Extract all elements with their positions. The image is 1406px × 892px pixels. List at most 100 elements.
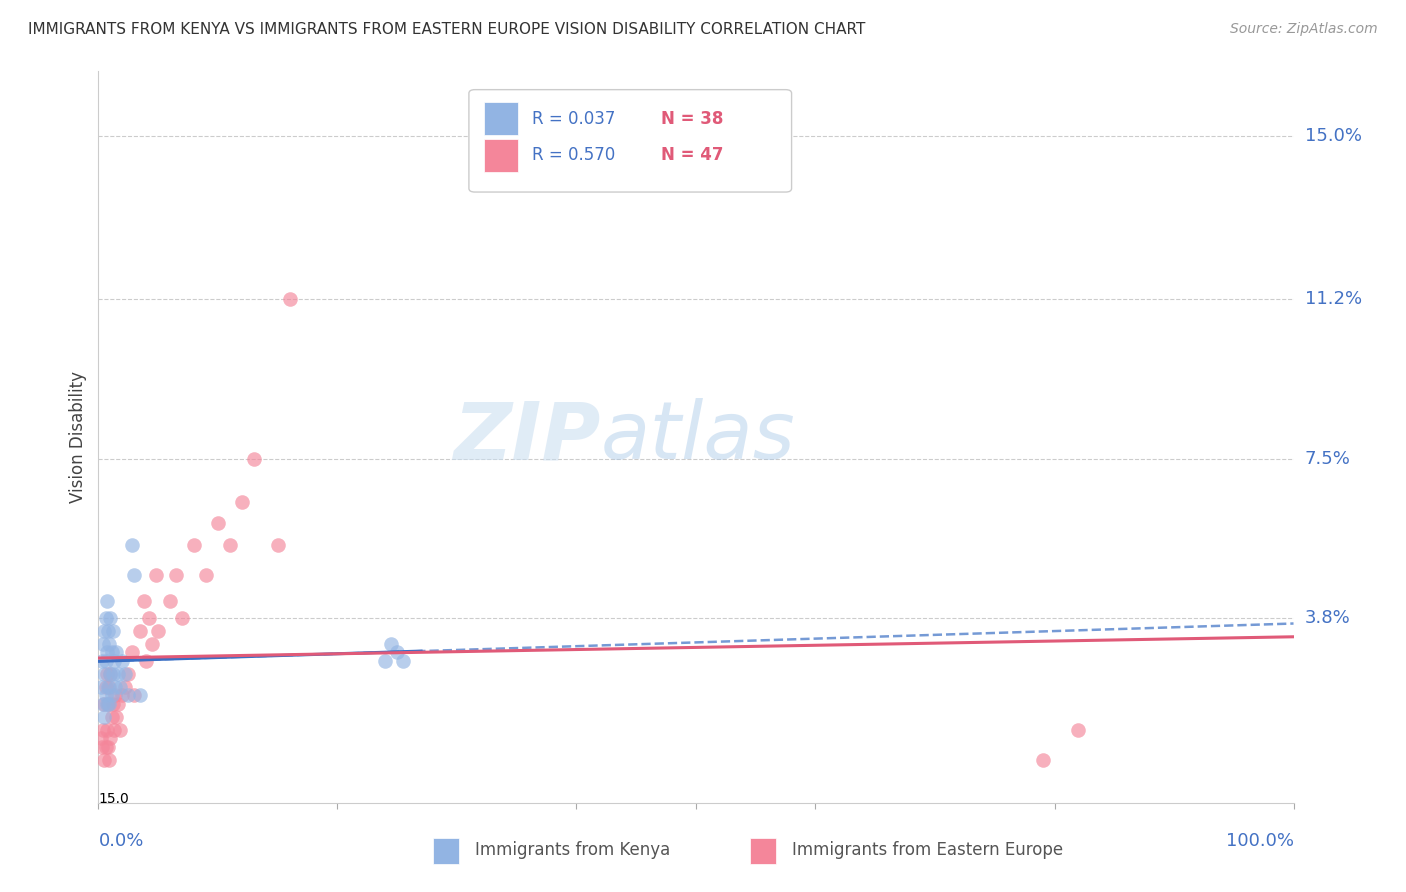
Text: 15.0: 15.0 [98, 792, 129, 805]
Point [98, 611, 122, 625]
Text: IMMIGRANTS FROM KENYA VS IMMIGRANTS FROM EASTERN EUROPE VISION DISABILITY CORREL: IMMIGRANTS FROM KENYA VS IMMIGRANTS FROM… [28, 22, 866, 37]
Point [124, 688, 146, 702]
Point [111, 688, 134, 702]
Point [98, 753, 121, 767]
Point [117, 688, 139, 702]
Point [100, 645, 122, 659]
Point [148, 624, 170, 638]
Point [108, 723, 131, 737]
Point [103, 654, 125, 668]
Point [97, 697, 120, 711]
Text: Immigrants from Kenya: Immigrants from Kenya [475, 841, 671, 859]
Point [183, 538, 205, 552]
Bar [749, 838, 776, 863]
Point [135, 654, 157, 668]
Point [114, 666, 136, 681]
Text: R = 0.570: R = 0.570 [533, 146, 616, 164]
Point [96, 593, 118, 607]
Point [101, 697, 124, 711]
Point [98, 731, 122, 746]
Point [132, 593, 155, 607]
Point [165, 567, 187, 582]
Text: 0.0%: 0.0% [98, 832, 143, 850]
Point [1032, 753, 1054, 767]
Point [138, 611, 160, 625]
Point [114, 680, 136, 694]
Point [91, 723, 114, 737]
Point [195, 567, 218, 582]
Point [98, 697, 121, 711]
Point [101, 624, 124, 638]
Point [91, 697, 114, 711]
Point [243, 451, 266, 466]
Point [1067, 723, 1090, 737]
Point [93, 624, 115, 638]
Text: 100.0%: 100.0% [1226, 832, 1294, 850]
Point [121, 645, 143, 659]
Point [91, 739, 114, 754]
Text: ZIP: ZIP [453, 398, 600, 476]
Point [100, 710, 122, 724]
Bar [485, 103, 517, 136]
Point [94, 654, 117, 668]
Point [96, 723, 118, 737]
Point [98, 637, 121, 651]
Text: 15.0%: 15.0% [1305, 127, 1361, 145]
Point [124, 567, 146, 582]
Point [107, 697, 129, 711]
Point [207, 516, 229, 530]
Point [97, 624, 120, 638]
Point [141, 637, 163, 651]
Text: 7.5%: 7.5% [1305, 450, 1351, 467]
Point [97, 680, 120, 694]
Point [90, 680, 112, 694]
Text: atlas: atlas [600, 398, 796, 476]
Point [100, 688, 122, 702]
Text: R = 0.037: R = 0.037 [533, 110, 616, 128]
Point [93, 697, 115, 711]
Point [94, 739, 117, 754]
Point [93, 710, 115, 724]
Text: Source: ZipAtlas.com: Source: ZipAtlas.com [1230, 22, 1378, 37]
Y-axis label: Vision Disability: Vision Disability [69, 371, 87, 503]
Point [98, 680, 121, 694]
Point [111, 654, 134, 668]
Point [93, 753, 115, 767]
Point [101, 666, 124, 681]
Point [97, 739, 120, 754]
Point [392, 654, 415, 668]
Point [374, 654, 396, 668]
Point [93, 666, 115, 681]
Point [96, 697, 118, 711]
Point [231, 494, 253, 508]
Point [172, 611, 194, 625]
Text: N = 38: N = 38 [661, 110, 724, 128]
Text: 3.8%: 3.8% [1305, 608, 1350, 627]
Point [145, 567, 167, 582]
Point [94, 688, 117, 702]
Text: N = 47: N = 47 [661, 146, 724, 164]
Point [105, 710, 128, 724]
Point [107, 666, 129, 681]
Point [267, 538, 290, 552]
Point [103, 723, 125, 737]
Point [91, 637, 114, 651]
FancyBboxPatch shape [470, 90, 792, 192]
Point [278, 293, 301, 307]
Point [98, 666, 122, 681]
Point [94, 611, 117, 625]
Point [94, 680, 117, 694]
Bar [433, 838, 460, 863]
Point [105, 645, 128, 659]
Point [159, 593, 181, 607]
Point [121, 538, 143, 552]
Point [96, 645, 118, 659]
Point [104, 688, 127, 702]
Point [385, 645, 409, 659]
Point [129, 688, 152, 702]
Point [380, 637, 402, 651]
Point [117, 666, 139, 681]
Point [90, 731, 112, 746]
Point [104, 680, 127, 694]
Text: Immigrants from Eastern Europe: Immigrants from Eastern Europe [792, 841, 1063, 859]
